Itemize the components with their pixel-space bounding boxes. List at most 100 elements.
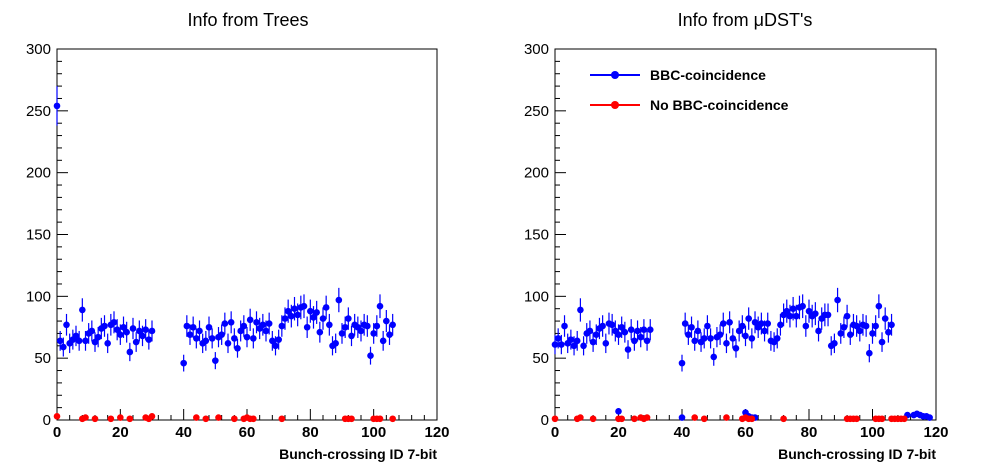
data-point <box>91 415 99 423</box>
data-point <box>602 340 610 347</box>
data-point <box>646 326 654 334</box>
data-point <box>748 335 756 342</box>
data-point <box>843 312 851 320</box>
data-point <box>221 320 229 327</box>
data-point <box>573 337 581 345</box>
data-point <box>129 325 137 332</box>
data-point <box>926 414 933 421</box>
data-point <box>259 321 267 329</box>
data-point <box>637 333 645 341</box>
data-point <box>142 326 149 334</box>
data-point <box>615 331 622 338</box>
data-point <box>900 415 908 423</box>
data-point <box>262 327 270 335</box>
data-point <box>691 337 698 345</box>
data-point <box>370 330 377 337</box>
data-point <box>805 307 813 315</box>
data-point <box>551 341 559 348</box>
data-point <box>376 302 384 310</box>
data-point <box>831 340 838 347</box>
data-point <box>885 328 892 336</box>
data-point <box>72 332 80 340</box>
panel-title: Info from μDST's <box>678 10 813 30</box>
data-point <box>643 337 651 345</box>
data-point <box>123 328 130 336</box>
data-point <box>640 326 648 334</box>
y-tick-label: 50 <box>532 350 549 367</box>
legend-label-bbc-coincidence: BBC-coincidence <box>650 67 766 83</box>
data-point <box>364 322 371 330</box>
data-point <box>685 331 692 338</box>
data-point <box>777 321 784 329</box>
panel-title: Info from Trees <box>187 10 308 30</box>
data-point <box>148 412 156 420</box>
x-tick-label: 120 <box>923 424 948 441</box>
data-point <box>608 321 616 329</box>
series-blue <box>53 86 396 372</box>
panel-info-from-trees: Info from Trees Bunch-crossing ID 7-bit … <box>26 10 450 462</box>
data-point <box>278 322 286 330</box>
data-point <box>91 338 99 346</box>
y-tick-label: 0 <box>541 412 549 429</box>
data-point <box>589 338 597 346</box>
data-point <box>288 312 295 320</box>
y-tick-label: 0 <box>43 412 51 429</box>
data-point <box>824 311 832 319</box>
data-point <box>837 330 845 337</box>
data-point <box>561 322 568 330</box>
data-point <box>231 335 238 342</box>
series-no-bbc-coincidence <box>551 414 908 423</box>
data-point <box>700 415 708 423</box>
data-point <box>117 331 124 338</box>
data-point <box>764 320 772 327</box>
data-point <box>120 323 127 331</box>
y-tick-label: 300 <box>524 41 549 58</box>
data-point <box>592 331 600 338</box>
data-point <box>812 310 819 317</box>
data-point <box>79 306 86 314</box>
y-tick-label: 250 <box>524 103 549 120</box>
y-tick-label: 150 <box>524 227 549 244</box>
data-point <box>291 305 298 313</box>
data-point <box>732 344 740 352</box>
y-tick-label: 50 <box>34 350 51 367</box>
x-tick-label: 80 <box>302 424 319 441</box>
x-tick-label: 60 <box>239 424 256 441</box>
data-point <box>881 315 889 322</box>
data-point <box>269 337 276 345</box>
data-point <box>888 321 895 329</box>
data-point <box>113 326 121 334</box>
data-point <box>862 322 870 330</box>
x-tick-label: 20 <box>112 424 129 441</box>
series-bbc-coincidence <box>551 287 933 421</box>
data-point <box>313 309 320 316</box>
data-point <box>310 314 317 321</box>
data-point <box>624 346 632 353</box>
data-point <box>345 315 352 322</box>
data-point <box>94 333 102 341</box>
data-point <box>205 323 213 331</box>
data-point <box>117 414 124 421</box>
data-point <box>631 337 638 345</box>
data-point <box>786 312 794 320</box>
data-point <box>348 332 355 340</box>
data-point <box>294 311 301 319</box>
data-point <box>88 327 96 335</box>
data-point <box>139 332 146 340</box>
legend-marker-bbc-coincidence <box>611 71 619 79</box>
data-point <box>558 341 565 348</box>
data-point <box>389 415 396 423</box>
data-point <box>643 414 651 421</box>
y-tick-label: 100 <box>26 288 51 305</box>
data-point <box>373 322 381 330</box>
data-point <box>621 328 629 336</box>
x-axis-title: Bunch-crossing ID 7-bit <box>778 446 936 462</box>
data-point <box>224 340 232 347</box>
data-point <box>761 327 768 335</box>
data-point <box>126 348 134 356</box>
data-point <box>180 359 187 367</box>
data-point <box>700 335 708 342</box>
data-point <box>799 302 806 310</box>
data-point <box>577 306 584 314</box>
